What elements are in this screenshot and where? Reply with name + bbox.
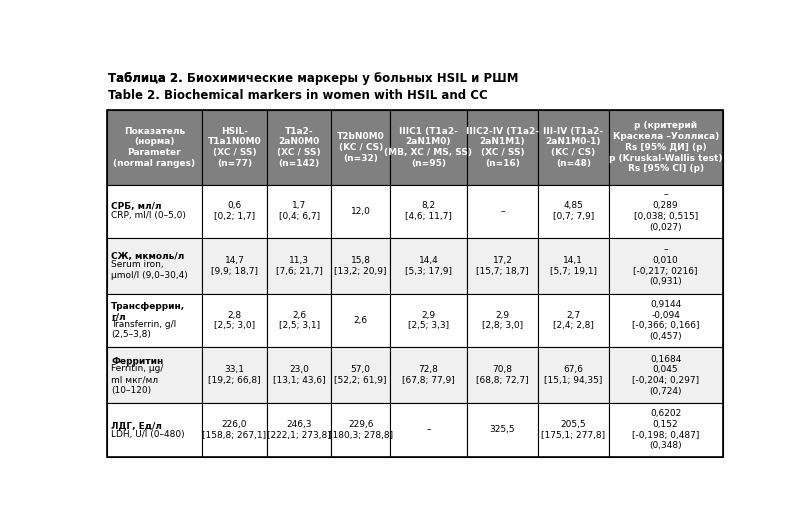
Bar	[107, 110, 722, 457]
Bar	[467, 110, 538, 185]
Text: Ферритин: Ферритин	[111, 357, 163, 366]
Bar	[267, 347, 332, 403]
Bar	[107, 185, 202, 238]
Text: –: –	[500, 207, 505, 216]
Text: 0,6
[0,2; 1,7]: 0,6 [0,2; 1,7]	[214, 201, 255, 221]
Text: 0,9144
-0,094
[-0,366; 0,166]
(0,457): 0,9144 -0,094 [-0,366; 0,166] (0,457)	[632, 300, 700, 341]
Text: 246,3
[222,1; 273,8]: 246,3 [222,1; 273,8]	[267, 420, 331, 440]
Bar	[202, 238, 267, 294]
Bar	[390, 110, 467, 185]
Bar	[202, 294, 267, 347]
Text: 57,0
[52,2; 61,9]: 57,0 [52,2; 61,9]	[334, 365, 387, 385]
Bar	[202, 403, 267, 457]
Text: 205,5
[175,1; 277,8]: 205,5 [175,1; 277,8]	[541, 420, 605, 440]
Bar	[107, 110, 202, 185]
Text: Таблица 2. Биохимические маркеры у больных HSIL и РШМ: Таблица 2. Биохимические маркеры у больн…	[108, 72, 519, 85]
Bar	[107, 238, 202, 294]
Bar	[332, 403, 390, 457]
Bar	[332, 347, 390, 403]
Text: 0,6202
0,152
[-0,198; 0,487]
(0,348): 0,6202 0,152 [-0,198; 0,487] (0,348)	[632, 409, 699, 450]
Bar	[107, 347, 202, 403]
Bar	[467, 294, 538, 347]
Text: Ferritin, μg/
ml мкг/мл
(10–120): Ferritin, μg/ ml мкг/мл (10–120)	[111, 364, 163, 395]
Bar	[538, 238, 608, 294]
Text: 229,6
[180,3; 278,8]: 229,6 [180,3; 278,8]	[328, 420, 392, 440]
Bar	[332, 110, 390, 185]
Text: 17,2
[15,7; 18,7]: 17,2 [15,7; 18,7]	[476, 256, 529, 276]
Bar	[538, 347, 608, 403]
Bar	[267, 238, 332, 294]
Text: –
0,289
[0,038; 0,515]
(0,027): – 0,289 [0,038; 0,515] (0,027)	[633, 190, 698, 232]
Bar	[332, 294, 390, 347]
Bar	[390, 403, 467, 457]
Bar	[538, 294, 608, 347]
Bar	[332, 238, 390, 294]
Bar	[390, 238, 467, 294]
Text: 2,9
[2,5; 3,3]: 2,9 [2,5; 3,3]	[408, 311, 449, 331]
Text: 2,6: 2,6	[354, 316, 368, 325]
Bar	[538, 403, 608, 457]
Text: Трансферрин,
г/л: Трансферрин, г/л	[111, 302, 185, 321]
Bar	[608, 294, 722, 347]
Text: 23,0
[13,1; 43,6]: 23,0 [13,1; 43,6]	[273, 365, 325, 385]
Text: Показатель
(норма)
Parameter
(normal ranges): Показатель (норма) Parameter (normal ran…	[113, 127, 195, 168]
Text: 15,8
[13,2; 20,9]: 15,8 [13,2; 20,9]	[334, 256, 387, 276]
Text: СРБ, мл/л: СРБ, мл/л	[111, 202, 162, 211]
Text: 72,8
[67,8; 77,9]: 72,8 [67,8; 77,9]	[402, 365, 455, 385]
Bar	[467, 185, 538, 238]
Text: 2,9
[2,8; 3,0]: 2,9 [2,8; 3,0]	[482, 311, 523, 331]
Bar	[202, 110, 267, 185]
Bar	[467, 403, 538, 457]
Bar	[467, 347, 538, 403]
Text: Serum iron,
μmol/l (9,0–30,4): Serum iron, μmol/l (9,0–30,4)	[111, 261, 188, 280]
Text: HSIL-
T1a1N0M0
(XC / SS)
(n=77): HSIL- T1a1N0M0 (XC / SS) (n=77)	[208, 127, 261, 168]
Text: 12,0: 12,0	[351, 207, 371, 216]
Text: 70,8
[68,8; 72,7]: 70,8 [68,8; 72,7]	[477, 365, 529, 385]
Text: T1a2-
2aN0M0
(XC / SS)
(n=142): T1a2- 2aN0M0 (XC / SS) (n=142)	[277, 127, 321, 168]
Text: 2,6
[2,5; 3,1]: 2,6 [2,5; 3,1]	[278, 311, 320, 331]
Bar	[267, 294, 332, 347]
Text: 325,5: 325,5	[489, 426, 515, 434]
Text: 8,2
[4,6; 11,7]: 8,2 [4,6; 11,7]	[405, 201, 452, 221]
Bar	[608, 403, 722, 457]
Text: p (критерий
Краскела –Уоллиса)
Rs [95% ДИ] (p)
p (Kruskal-Wallis test)
Rs [95% C: p (критерий Краскела –Уоллиса) Rs [95% Д…	[609, 121, 722, 173]
Text: ЛДГ, Ед/л: ЛДГ, Ед/л	[111, 421, 162, 430]
Bar	[107, 294, 202, 347]
Text: IIIC1 (T1a2-
2aN1M0)
(MB, XC / MS, SS)
(n=95): IIIC1 (T1a2- 2aN1M0) (MB, XC / MS, SS) (…	[384, 127, 472, 168]
Bar	[390, 185, 467, 238]
Text: LDH, U/l (0–480): LDH, U/l (0–480)	[111, 430, 184, 439]
Text: III-IV (T1a2-
2aN1M0-1)
(KC / CS)
(n=48): III-IV (T1a2- 2aN1M0-1) (KC / CS) (n=48)	[543, 127, 604, 168]
Bar	[538, 110, 608, 185]
Bar	[202, 185, 267, 238]
Text: 0,1684
0,045
[-0,204; 0,297]
(0,724): 0,1684 0,045 [-0,204; 0,297] (0,724)	[632, 354, 699, 396]
Text: –: –	[426, 426, 430, 434]
Text: CRP, ml/l (0–5,0): CRP, ml/l (0–5,0)	[111, 211, 186, 220]
Text: Transferrin, g/l
(2,5–3,8): Transferrin, g/l (2,5–3,8)	[111, 320, 176, 339]
Text: 4,85
[0,7; 7,9]: 4,85 [0,7; 7,9]	[553, 201, 594, 221]
Bar	[202, 347, 267, 403]
Text: Table 2. Biochemical markers in women with HSIL and CC: Table 2. Biochemical markers in women wi…	[108, 89, 488, 102]
Text: T2bN0M0
(KC / CS)
(n=32): T2bN0M0 (KC / CS) (n=32)	[337, 132, 384, 162]
Text: 2,7
[2,4; 2,8]: 2,7 [2,4; 2,8]	[553, 311, 594, 331]
Text: 33,1
[19,2; 66,8]: 33,1 [19,2; 66,8]	[208, 365, 260, 385]
Text: 14,1
[5,7; 19,1]: 14,1 [5,7; 19,1]	[550, 256, 597, 276]
Bar	[608, 110, 722, 185]
Bar	[267, 185, 332, 238]
Text: IIIC2-IV (T1a2-
2aN1M1)
(XC / SS)
(n=16): IIIC2-IV (T1a2- 2aN1M1) (XC / SS) (n=16)	[466, 127, 539, 168]
Text: 1,7
[0,4; 6,7]: 1,7 [0,4; 6,7]	[278, 201, 320, 221]
Text: СЖ, мкмоль/л: СЖ, мкмоль/л	[111, 252, 184, 261]
Text: –
0,010
[-0,217; 0216]
(0,931): – 0,010 [-0,217; 0216] (0,931)	[633, 245, 698, 286]
Bar	[608, 347, 722, 403]
Bar	[267, 403, 332, 457]
Text: 14,4
[5,3; 17,9]: 14,4 [5,3; 17,9]	[405, 256, 452, 276]
Bar	[332, 185, 390, 238]
Bar	[608, 238, 722, 294]
Text: 67,6
[15,1; 94,35]: 67,6 [15,1; 94,35]	[544, 365, 603, 385]
Text: Таблица 2.: Таблица 2.	[108, 72, 183, 85]
Bar	[467, 238, 538, 294]
Bar	[267, 110, 332, 185]
Bar	[608, 185, 722, 238]
Text: 14,7
[9,9; 18,7]: 14,7 [9,9; 18,7]	[211, 256, 258, 276]
Bar	[390, 347, 467, 403]
Text: 11,3
[7,6; 21,7]: 11,3 [7,6; 21,7]	[276, 256, 323, 276]
